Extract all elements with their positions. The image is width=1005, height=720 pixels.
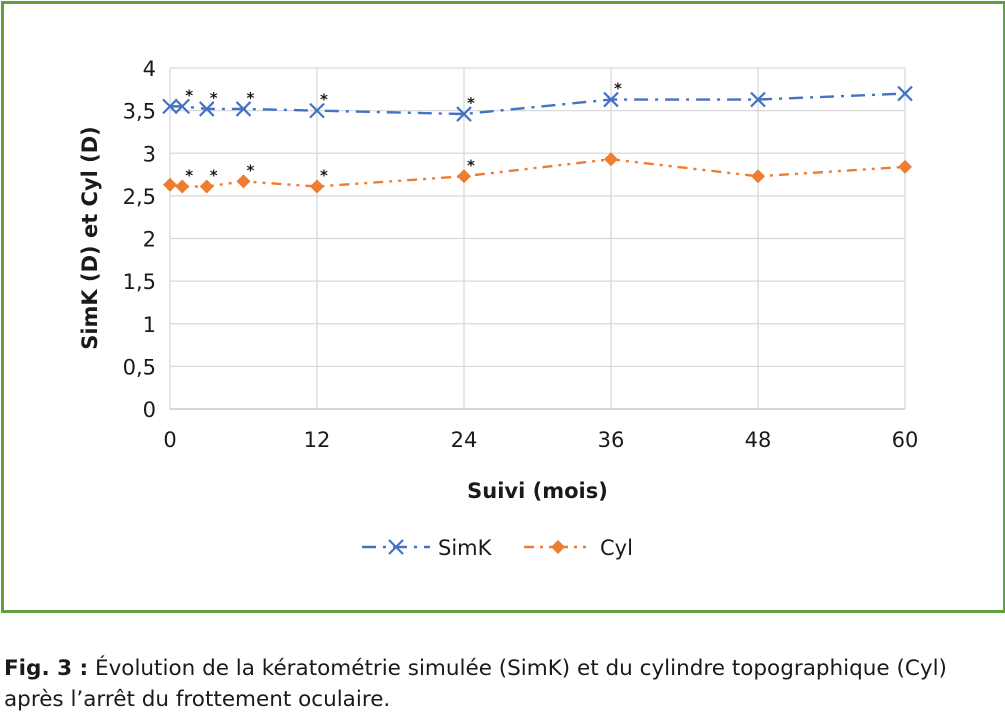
chart-frame (1, 1, 1005, 613)
y-tick-label: 0 (143, 398, 156, 422)
significance-marker: * (320, 166, 328, 184)
data-point-simk (309, 102, 325, 119)
legend-marker-cyl (551, 540, 565, 554)
data-point-simk (897, 85, 913, 102)
series-line-cyl (169, 158, 906, 188)
data-point-cyl (236, 174, 251, 189)
data-point-simk (162, 98, 178, 115)
data-point-cyl (751, 169, 765, 184)
significance-marker: * (320, 91, 328, 109)
x-tick-label: 0 (163, 428, 176, 452)
x-axis-label: Suivi (mois) (467, 479, 608, 503)
significance-marker: * (247, 89, 255, 107)
marker-stroke (456, 106, 472, 122)
x-tick-label: 48 (745, 428, 772, 452)
y-tick-label: 1,5 (123, 270, 156, 294)
marker-stroke (603, 91, 619, 108)
data-point-simk (174, 98, 191, 115)
significance-marker: * (614, 80, 622, 98)
x-tick-label: 12 (304, 428, 331, 452)
data-point-cyl (898, 159, 912, 174)
significance-marker: * (210, 166, 218, 184)
data-point-cyl (163, 177, 177, 192)
y-tick-label: 2,5 (123, 185, 156, 209)
legend-label-cyl: Cyl (600, 536, 633, 560)
significance-marker: * (467, 94, 475, 112)
data-point-cyl (175, 179, 190, 194)
significance-marker: * (467, 156, 475, 174)
data-point-simk (198, 101, 215, 117)
y-tick-label: 4 (143, 57, 156, 81)
figure-caption: Fig. 3 : Évolution de la kératométrie si… (4, 653, 1004, 715)
marker-stroke (750, 91, 766, 108)
marker-stroke (388, 539, 404, 555)
line-chart: 0 0,5 1 1,5 2 2,5 3 3,5 4 0 12 24 36 48 60 Suivi (mois)… (78, 57, 919, 560)
data-point-cyl (310, 179, 324, 194)
y-tick-label: 1 (143, 313, 156, 337)
marker-stroke (198, 101, 215, 117)
y-tick-label: 2 (143, 228, 156, 252)
y-tick-label: 3,5 (123, 100, 156, 124)
x-tick-label: 60 (892, 428, 919, 452)
marker-stroke (235, 101, 252, 117)
significance-marker: * (247, 161, 255, 179)
y-tick-label: 3 (143, 142, 156, 166)
y-tick-label: 0,5 (123, 355, 156, 379)
marker-stroke (162, 98, 178, 115)
caption-label: Fig. 3 : (4, 656, 89, 681)
significance-marker: * (210, 89, 218, 107)
y-axis-label: SimK (D) et Cyl (D) (78, 126, 102, 350)
data-point-simk (456, 106, 472, 122)
x-tick-label: 24 (451, 428, 478, 452)
legend-label-simk: SimK (438, 536, 493, 560)
data-point-cyl (457, 169, 471, 184)
data-point-cyl (604, 152, 618, 167)
data-point-simk (235, 101, 252, 117)
marker-stroke (174, 98, 191, 115)
data-point-cyl (199, 179, 214, 194)
caption-text: Évolution de la kératométrie simulée (Si… (4, 656, 947, 712)
data-point-simk (603, 91, 619, 108)
marker-stroke (309, 102, 325, 119)
data-point-simk (750, 91, 766, 108)
marker-stroke (897, 85, 913, 102)
legend-marker-simk (388, 539, 404, 555)
significance-marker: * (185, 86, 193, 104)
significance-marker: * (185, 166, 193, 184)
x-tick-label: 36 (598, 428, 625, 452)
